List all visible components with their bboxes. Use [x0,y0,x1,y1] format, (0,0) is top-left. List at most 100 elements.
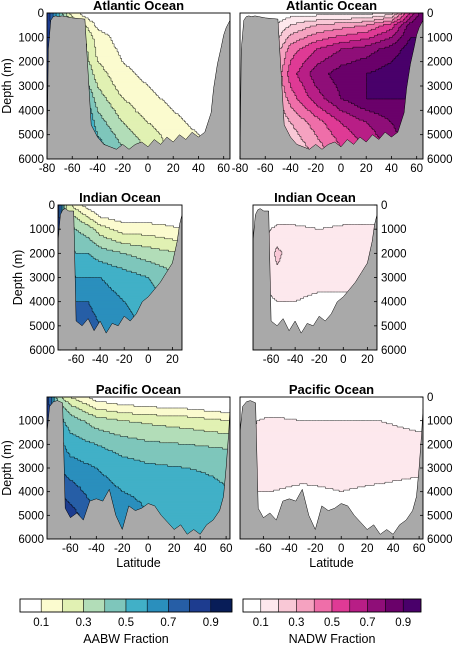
panel-6: Pacific Ocean -60 -40 -20 0 20 40 60 0 1000 2000 30… [239,382,453,570]
colorbar-swatch [125,598,148,613]
y-tick-label: 1000 [381,224,407,236]
panel-title: Pacific Ocean [96,382,181,397]
y-tick-label: 3000 [427,81,453,93]
x-tick-label: 20 [166,354,179,366]
fraction-field [47,397,230,539]
y-tick-label: 1000 [29,224,55,236]
x-tick-label: -60 [255,543,272,555]
y-tick-label: 4000 [18,105,44,117]
y-tick-label: 3000 [29,273,55,285]
panel-title: Indian Ocean [274,190,356,205]
y-tick-label: 5000 [18,510,44,522]
x-tick-label: -20 [114,543,131,555]
x-tick-label: -80 [39,163,56,175]
y-tick-label: 2000 [427,57,453,69]
panel-title: Atlantic Ocean [286,0,377,13]
y-tick-label: 1000 [18,416,44,428]
x-tick-label: -60 [68,354,85,366]
colorbar-swatch [242,598,262,613]
colorbar-swatch [331,598,351,613]
y-tick-label: 4000 [427,487,453,499]
bathymetry [240,400,423,539]
y-axis-label: Depth (m) [11,250,25,306]
x-axis-label: Latitude [309,556,354,570]
x-tick-label: 0 [145,354,151,366]
x-tick-label: -20 [114,163,131,175]
colorbar-label: AABW Fraction [83,632,168,646]
x-tick-label: 40 [387,543,400,555]
colorbar-swatch [278,598,297,613]
y-tick-label: 1000 [427,416,453,428]
x-tick-label: 0 [338,543,344,555]
y-tick-label: 3000 [427,463,453,475]
y-tick-label: 1000 [427,32,453,44]
y-tick-label: 3000 [18,81,44,93]
fraction-field [240,397,423,539]
x-tick-label: 60 [220,543,233,555]
y-tick-label: 3000 [18,463,44,475]
x-tick-label: 20 [168,543,181,555]
colorbar-swatch [40,598,63,613]
y-tick-label: 6000 [427,534,453,546]
colorbar-swatch [19,598,42,613]
y-tick-label: 6000 [18,534,44,546]
y-tick-label: 5000 [381,321,407,333]
x-tick-label: 0 [340,354,346,366]
colorbar-tick-label: 0.3 [76,617,92,629]
colorbar-swatch [62,598,84,613]
panel-title: Indian Ocean [79,190,161,205]
x-tick-label: 60 [413,543,426,555]
y-tick-label: 5000 [18,130,44,142]
bathymetry [47,15,230,159]
colorbar-tick-label: 0.1 [33,617,49,629]
x-tick-label: 20 [361,543,374,555]
x-tick-label: -40 [92,354,109,366]
colorbar-swatch [367,598,386,613]
x-tick-label: -40 [88,543,105,555]
colorbar-tick-label: 0.1 [253,617,269,629]
panel-3: Indian Ocean -60 -40 -20 0 20 0 1000 2000 3000 400… [11,190,183,366]
y-tick-label: 1000 [18,32,44,44]
colorbar-swatch [146,598,169,613]
y-axis-label: Depth (m) [0,58,14,114]
x-tick-label: -40 [89,163,106,175]
y-tick-label: 0 [427,8,433,20]
y-tick-label: 2000 [29,248,55,260]
x-tick-label: -40 [281,543,298,555]
x-tick-label: 40 [192,163,205,175]
fraction-field [58,205,182,350]
panel-4: Indian Ocean -60 -40 -20 0 20 0 1000 2000 3000 400… [252,190,407,366]
x-axis-label: Latitude [116,556,161,570]
panel-title: Pacific Ocean [289,382,374,397]
colorbar-swatch [83,598,106,613]
panel-5: Pacific Ocean -60 -40 -20 0 20 40 60 1000 2000 300… [0,382,233,570]
colorbar-swatch [189,598,212,613]
colorbar-swatch [168,598,190,613]
x-tick-label: -20 [311,354,328,366]
x-tick-label: 20 [361,354,374,366]
colorbar-tick-label: 0.7 [360,617,376,629]
bathymetry [253,208,377,350]
y-tick-label: 5000 [427,510,453,522]
y-tick-label: 6000 [18,154,44,166]
y-tick-label: 0 [38,8,44,20]
colorbar-aabw: 0.1 0.3 0.5 0.7 0.9 AABW Fraction [19,598,233,646]
colorbar-swatch [210,598,233,613]
colorbar-label: NADW Fraction [289,632,376,646]
y-tick-label: 6000 [427,154,453,166]
x-tick-label: -60 [263,354,280,366]
colorbar-nadw: 0.1 0.3 0.5 0.7 0.9 NADW Fraction [242,598,422,646]
x-tick-label: 60 [410,163,423,175]
y-tick-label: 5000 [29,321,55,333]
bathymetry [47,400,230,539]
y-tick-label: 4000 [18,487,44,499]
colorbar-tick-label: 0.3 [288,617,304,629]
colorbar-swatch [296,598,315,613]
x-tick-label: 20 [360,163,373,175]
x-tick-label: 0 [145,543,151,555]
y-tick-label: 2000 [427,439,453,451]
y-tick-label: 4000 [427,105,453,117]
x-tick-label: -60 [62,543,79,555]
bathymetry [240,15,423,159]
